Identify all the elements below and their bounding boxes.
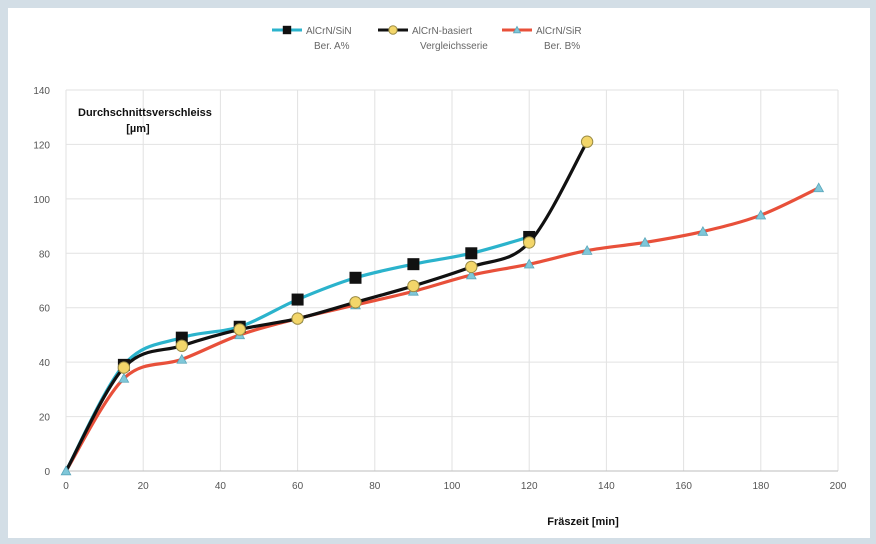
- data-point-series-3: [523, 258, 535, 269]
- series-line-2: [64, 140, 589, 473]
- data-point-series-2: [175, 339, 189, 353]
- data-point-series-3: [465, 269, 477, 280]
- data-point-series-3: [697, 225, 709, 236]
- data-point-series-2: [291, 312, 304, 325]
- data-point-series-2: [407, 279, 420, 293]
- x-tick-label: 140: [598, 481, 615, 492]
- legend-marker-3: [512, 25, 522, 34]
- chart-frame: [8, 8, 870, 538]
- legend-sublabel-1: Ber. A%: [314, 41, 350, 52]
- data-point-series-1: [291, 293, 304, 306]
- legend-sublabel-3: Ber. B%: [544, 41, 580, 52]
- x-tick-label: 100: [444, 481, 461, 492]
- grid-lines: [65, 89, 839, 472]
- x-tick-label: 20: [138, 481, 150, 492]
- y-tick-labels: 0 20 40 60 80 100 120 140: [33, 86, 50, 478]
- data-point-series-3: [176, 353, 188, 364]
- data-point-series-3: [60, 465, 72, 476]
- x-tick-label: 160: [675, 481, 692, 492]
- series-markers: [60, 135, 825, 476]
- x-tick-label: 60: [292, 481, 304, 492]
- data-point-series-3: [755, 209, 767, 220]
- y-tick-label: 60: [39, 304, 51, 315]
- legend-marker-2: [388, 25, 398, 35]
- legend-sublabel-2: Vergleichsserie: [420, 41, 488, 52]
- series-lines: [64, 140, 821, 473]
- x-tick-label: 200: [830, 481, 847, 492]
- legend-marker-1: [282, 25, 292, 35]
- series-line-3: [64, 186, 821, 473]
- legend-label-2: AlCrN-basiert: [412, 26, 472, 37]
- x-tick-label: 80: [369, 481, 381, 492]
- legend: AlCrN/SiN Ber. A% AlCrN-basiert Vergleichss…: [272, 25, 582, 52]
- y-tick-label: 40: [39, 358, 51, 369]
- x-tick-label: 40: [215, 481, 227, 492]
- data-point-series-2: [523, 236, 536, 249]
- data-point-series-1: [407, 258, 420, 271]
- data-point-series-2: [580, 135, 594, 148]
- data-point-series-2: [349, 296, 362, 309]
- y-tick-label: 100: [33, 195, 50, 206]
- y-tick-label: 80: [39, 249, 51, 260]
- y-tick-label: 0: [44, 467, 50, 478]
- data-point-series-2: [117, 361, 131, 374]
- y-tick-label: 140: [33, 86, 50, 97]
- legend-label-1: AlCrN/SiN: [306, 26, 352, 37]
- x-tick-label: 0: [63, 481, 69, 492]
- x-tick-label: 180: [752, 481, 769, 492]
- x-axis-label: Fräszeit [min]: [547, 516, 619, 528]
- x-tick-label: 120: [521, 481, 538, 492]
- y-tick-label: 20: [39, 413, 51, 424]
- data-point-series-1: [349, 271, 362, 284]
- data-point-series-2: [465, 260, 478, 274]
- legend-label-3: AlCrN/SiR: [536, 26, 582, 37]
- y-tick-label: 120: [33, 140, 50, 151]
- data-point-series-3: [813, 182, 825, 193]
- data-point-series-3: [581, 244, 593, 255]
- data-point-series-3: [639, 236, 651, 247]
- y-axis-label-line2: [µm]: [126, 123, 150, 135]
- y-axis-label-line1: Durchschnittsverschleiss: [78, 107, 212, 119]
- data-point-series-1: [465, 247, 478, 260]
- data-point-series-2: [233, 323, 246, 336]
- data-point-series-3: [118, 372, 130, 383]
- x-tick-labels: 0 20 40 60 80 100 120 140 160 180 200: [63, 481, 847, 492]
